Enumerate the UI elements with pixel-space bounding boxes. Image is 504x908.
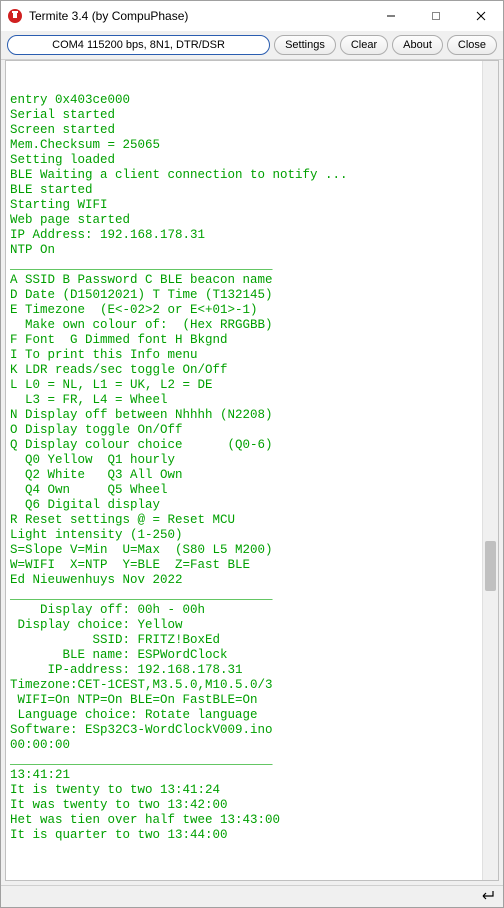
scrollbar[interactable] bbox=[482, 61, 498, 880]
settings-button[interactable]: Settings bbox=[274, 35, 336, 55]
minimize-button[interactable] bbox=[368, 1, 413, 31]
terminal-output[interactable]: entry 0x403ce000 Serial started Screen s… bbox=[5, 60, 499, 881]
terminal-container: entry 0x403ce000 Serial started Screen s… bbox=[1, 60, 503, 885]
titlebar[interactable]: Termite 3.4 (by CompuPhase) bbox=[1, 1, 503, 31]
close-button[interactable]: Close bbox=[447, 35, 497, 55]
close-window-button[interactable] bbox=[458, 1, 503, 31]
window-controls bbox=[368, 1, 503, 31]
toolbar: COM4 115200 bps, 8N1, DTR/DSR Settings C… bbox=[1, 31, 503, 60]
scrollbar-thumb[interactable] bbox=[485, 541, 496, 591]
terminal-text: entry 0x403ce000 Serial started Screen s… bbox=[10, 93, 494, 843]
window-title: Termite 3.4 (by CompuPhase) bbox=[29, 9, 368, 23]
enter-icon bbox=[479, 888, 495, 906]
connection-status[interactable]: COM4 115200 bps, 8N1, DTR/DSR bbox=[7, 35, 270, 55]
clear-button[interactable]: Clear bbox=[340, 35, 388, 55]
app-window: Termite 3.4 (by CompuPhase) COM4 115200 … bbox=[0, 0, 504, 908]
statusbar bbox=[1, 885, 503, 907]
maximize-button[interactable] bbox=[413, 1, 458, 31]
app-icon bbox=[7, 8, 23, 24]
about-button[interactable]: About bbox=[392, 35, 443, 55]
